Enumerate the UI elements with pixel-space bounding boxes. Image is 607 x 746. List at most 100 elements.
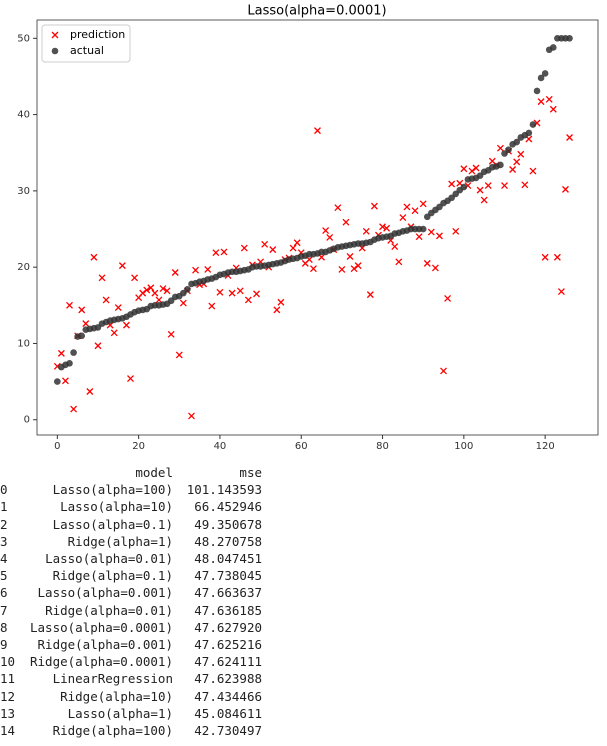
prediction-point [501,182,508,190]
prediction-point [188,412,195,420]
actual-point [529,121,537,128]
prediction-point [354,262,362,270]
prediction-point [167,330,175,338]
table-row: 2 Lasso(alpha=0.1) 49.350678 [0,516,262,533]
prediction-point [403,203,411,211]
prediction-point [171,269,179,276]
prediction-point [78,306,86,314]
x-tick-label: 100 [454,441,473,452]
row-index: 12 [0,688,16,704]
prediction-point [529,167,537,175]
prediction-point [147,284,155,292]
table-row: 3 Ridge(alpha=1) 48.270758 [0,533,262,550]
prediction-point [212,249,220,257]
mse-cell: 49.350678 [194,516,262,532]
prediction-point [326,233,334,241]
prediction-point [521,181,529,189]
x-tick-label: 20 [132,441,145,452]
prediction-point [220,248,228,256]
row-index: 2 [0,516,8,532]
prediction-point [163,287,171,295]
column-header: mse [239,465,262,480]
y-tick-label: 20 [17,262,30,273]
prediction-point [391,243,399,251]
model-cell: Ridge(alpha=0.1) [52,568,173,584]
prediction-point [208,302,216,310]
mse-cell: 47.738045 [194,568,262,584]
prediction-point [452,227,460,235]
x-tick-label: 120 [536,441,555,452]
actual-point [66,359,73,367]
prediction-point [57,349,65,357]
prediction-point [537,98,545,106]
actual-point [541,70,549,77]
table-row: 1 Lasso(alpha=10) 66.452946 [0,498,262,515]
model-cell: LinearRegression [52,671,173,687]
actual-point [513,138,520,146]
prediction-point [127,375,134,383]
prediction-point [440,367,447,375]
prediction-point [480,196,488,204]
prediction-point [118,262,126,270]
x-tick-label: 0 [54,441,60,452]
actual-point [419,225,427,233]
result-table: model mse 0 Lasso(alpha=100) 101.143593 1 Lass… [0,464,262,739]
actual-point [78,332,86,340]
prediction-point [399,214,407,222]
mse-cell: 101.143593 [186,482,262,498]
model-cell: Ridge(alpha=10) [60,688,173,704]
prediction-point [70,405,78,413]
legend-label: prediction [70,28,125,41]
prediction-point [423,259,431,267]
prediction-point [338,265,346,273]
actual-point [505,146,512,153]
prediction-point [509,166,517,173]
prediction-point [370,202,378,210]
legend-box [41,24,131,63]
x-tick-label: 60 [295,441,308,452]
model-cell: Lasso(alpha=0.001) [37,585,173,601]
prediction-point [541,253,549,261]
prediction-point [566,134,574,141]
prediction-point [545,95,553,103]
prediction-point [468,167,476,175]
table-row: 7 Ridge(alpha=0.01) 47.636185 [0,602,262,619]
prediction-point [131,274,139,282]
prediction-point [476,186,484,194]
model-cell: Ridge(alpha=1) [67,533,173,549]
row-index: 13 [0,705,16,721]
mse-cell: 66.452946 [194,499,262,515]
prediction-point [175,351,183,359]
header-row: model mse [0,464,262,481]
table-row: 11 LinearRegression 47.623988 [0,670,262,687]
table-row: 6 Lasso(alpha=0.001) 47.663637 [0,584,262,601]
mse-cell: 47.623988 [194,671,262,687]
prediction-point [314,127,321,135]
x-tick-label: 40 [214,441,227,452]
prediction-point [395,258,403,266]
prediction-point [419,200,427,208]
model-cell: Lasso(alpha=0.01) [45,551,173,567]
table-row: 13 Lasso(alpha=1) 45.084611 [0,705,262,722]
row-index: 7 [0,602,8,618]
prediction-point [90,253,98,261]
table-row: 5 Ridge(alpha=0.1) 47.738045 [0,567,262,584]
prediction-point [159,285,167,292]
y-tick-label: 40 [17,110,30,121]
prediction-point [228,289,236,297]
row-index: 1 [0,499,8,515]
prediction-point [549,105,557,113]
prediction-point [496,144,504,152]
table-row: 9 Ridge(alpha=0.001) 47.625216 [0,636,262,653]
prediction-point [114,304,122,312]
prediction-point [289,244,297,252]
prediction-point [472,164,480,172]
prediction-point [350,265,358,273]
y-tick-label: 0 [24,415,30,426]
model-cell: Ridge(alpha=0.0001) [30,654,173,670]
row-index: 8 [0,619,8,635]
prediction-point [253,290,260,298]
mse-cell: 45.084611 [194,705,262,721]
actual-point [525,129,533,137]
